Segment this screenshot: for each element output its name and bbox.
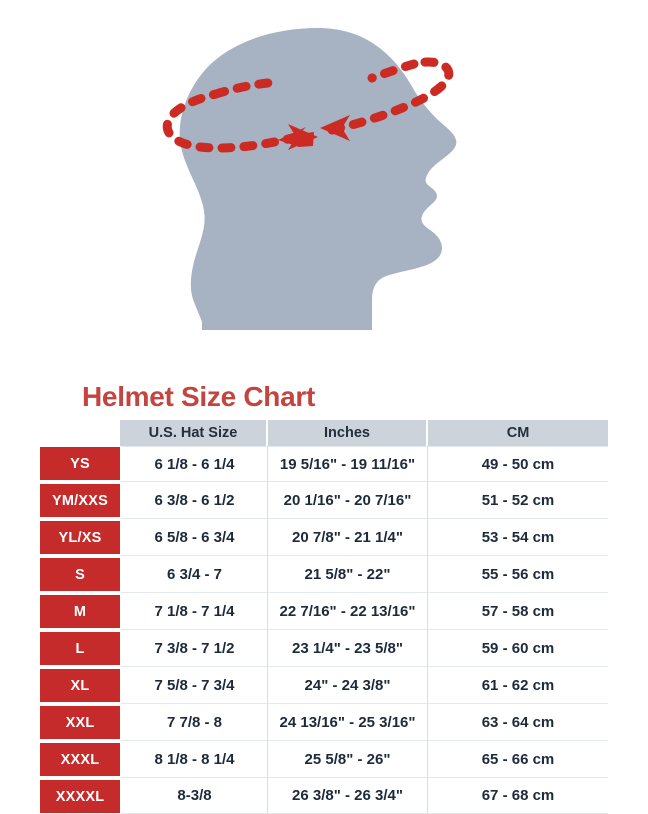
table-row: L 7 3/8 - 7 1/2 23 1/4" - 23 5/8" 59 - 6… — [40, 630, 608, 667]
column-header-size — [40, 420, 120, 446]
cell-hat: 7 3/8 - 7 1/2 — [120, 630, 268, 667]
cell-cm: 49 - 50 cm — [428, 446, 608, 482]
measure-arrow-right-head — [288, 124, 318, 150]
head-measurement-illustration — [0, 0, 648, 370]
cell-size: XXL — [40, 704, 120, 741]
cell-cm: 57 - 58 cm — [428, 593, 608, 630]
measure-arrow-left-head — [320, 115, 350, 141]
cell-size: YM/XXS — [40, 482, 120, 519]
table-row: YS 6 1/8 - 6 1/4 19 5/16" - 19 11/16" 49… — [40, 446, 608, 482]
cell-inches: 24 13/16" - 25 3/16" — [268, 704, 428, 741]
table-row: XL 7 5/8 - 7 3/4 24" - 24 3/8" 61 - 62 c… — [40, 667, 608, 704]
cell-size: XXXXL — [40, 778, 120, 814]
cell-size: S — [40, 556, 120, 593]
cell-hat: 7 7/8 - 8 — [120, 704, 268, 741]
column-header-inches: Inches — [268, 420, 428, 446]
cell-inches: 19 5/16" - 19 11/16" — [268, 446, 428, 482]
cell-cm: 65 - 66 cm — [428, 741, 608, 778]
cell-size: YL/XS — [40, 519, 120, 556]
table-row: YM/XXS 6 3/8 - 6 1/2 20 1/16" - 20 7/16"… — [40, 482, 608, 519]
cell-hat: 6 1/8 - 6 1/4 — [120, 446, 268, 482]
cell-cm: 67 - 68 cm — [428, 778, 608, 814]
column-header-cm: CM — [428, 420, 608, 446]
cell-hat: 7 5/8 - 7 3/4 — [120, 667, 268, 704]
cell-cm: 59 - 60 cm — [428, 630, 608, 667]
cell-hat: 8-3/8 — [120, 778, 268, 814]
helmet-size-chart: Helmet Size Chart U.S. Hat Size Inches C… — [40, 382, 608, 814]
cell-inches: 23 1/4" - 23 5/8" — [268, 630, 428, 667]
cell-size: L — [40, 630, 120, 667]
cell-size: YS — [40, 446, 120, 482]
cell-hat: 7 1/8 - 7 1/4 — [120, 593, 268, 630]
cell-inches: 26 3/8" - 26 3/4" — [268, 778, 428, 814]
cell-size: M — [40, 593, 120, 630]
cell-cm: 53 - 54 cm — [428, 519, 608, 556]
cell-hat: 8 1/8 - 8 1/4 — [120, 741, 268, 778]
cell-cm: 63 - 64 cm — [428, 704, 608, 741]
column-header-hat-size: U.S. Hat Size — [120, 420, 268, 446]
cell-inches: 20 1/16" - 20 7/16" — [268, 482, 428, 519]
cell-cm: 51 - 52 cm — [428, 482, 608, 519]
cell-size: XXXL — [40, 741, 120, 778]
measuring-band-dashes — [162, 57, 454, 153]
head-silhouette-shape — [179, 28, 457, 330]
table-header: U.S. Hat Size Inches CM — [40, 420, 608, 446]
table-header-row: U.S. Hat Size Inches CM — [40, 420, 608, 446]
cell-inches: 24" - 24 3/8" — [268, 667, 428, 704]
cell-cm: 61 - 62 cm — [428, 667, 608, 704]
cell-inches: 20 7/8" - 21 1/4" — [268, 519, 428, 556]
page-title: Helmet Size Chart — [82, 381, 315, 412]
cell-hat: 6 3/8 - 6 1/2 — [120, 482, 268, 519]
cell-hat: 6 5/8 - 6 3/4 — [120, 519, 268, 556]
table-row: XXL 7 7/8 - 8 24 13/16" - 25 3/16" 63 - … — [40, 704, 608, 741]
table-row: M 7 1/8 - 7 1/4 22 7/16" - 22 13/16" 57 … — [40, 593, 608, 630]
cell-inches: 25 5/8" - 26" — [268, 741, 428, 778]
cell-cm: 55 - 56 cm — [428, 556, 608, 593]
cell-size: XL — [40, 667, 120, 704]
cell-inches: 21 5/8" - 22" — [268, 556, 428, 593]
table-body: YS 6 1/8 - 6 1/4 19 5/16" - 19 11/16" 49… — [40, 446, 608, 814]
table-row: S 6 3/4 - 7 21 5/8" - 22" 55 - 56 cm — [40, 556, 608, 593]
cell-inches: 22 7/16" - 22 13/16" — [268, 593, 428, 630]
table-row: XXXXL 8-3/8 26 3/8" - 26 3/4" 67 - 68 cm — [40, 778, 608, 814]
size-table: U.S. Hat Size Inches CM YS 6 1/8 - 6 1/4… — [40, 420, 608, 814]
table-row: XXXL 8 1/8 - 8 1/4 25 5/8" - 26" 65 - 66… — [40, 741, 608, 778]
cell-hat: 6 3/4 - 7 — [120, 556, 268, 593]
table-row: YL/XS 6 5/8 - 6 3/4 20 7/8" - 21 1/4" 53… — [40, 519, 608, 556]
